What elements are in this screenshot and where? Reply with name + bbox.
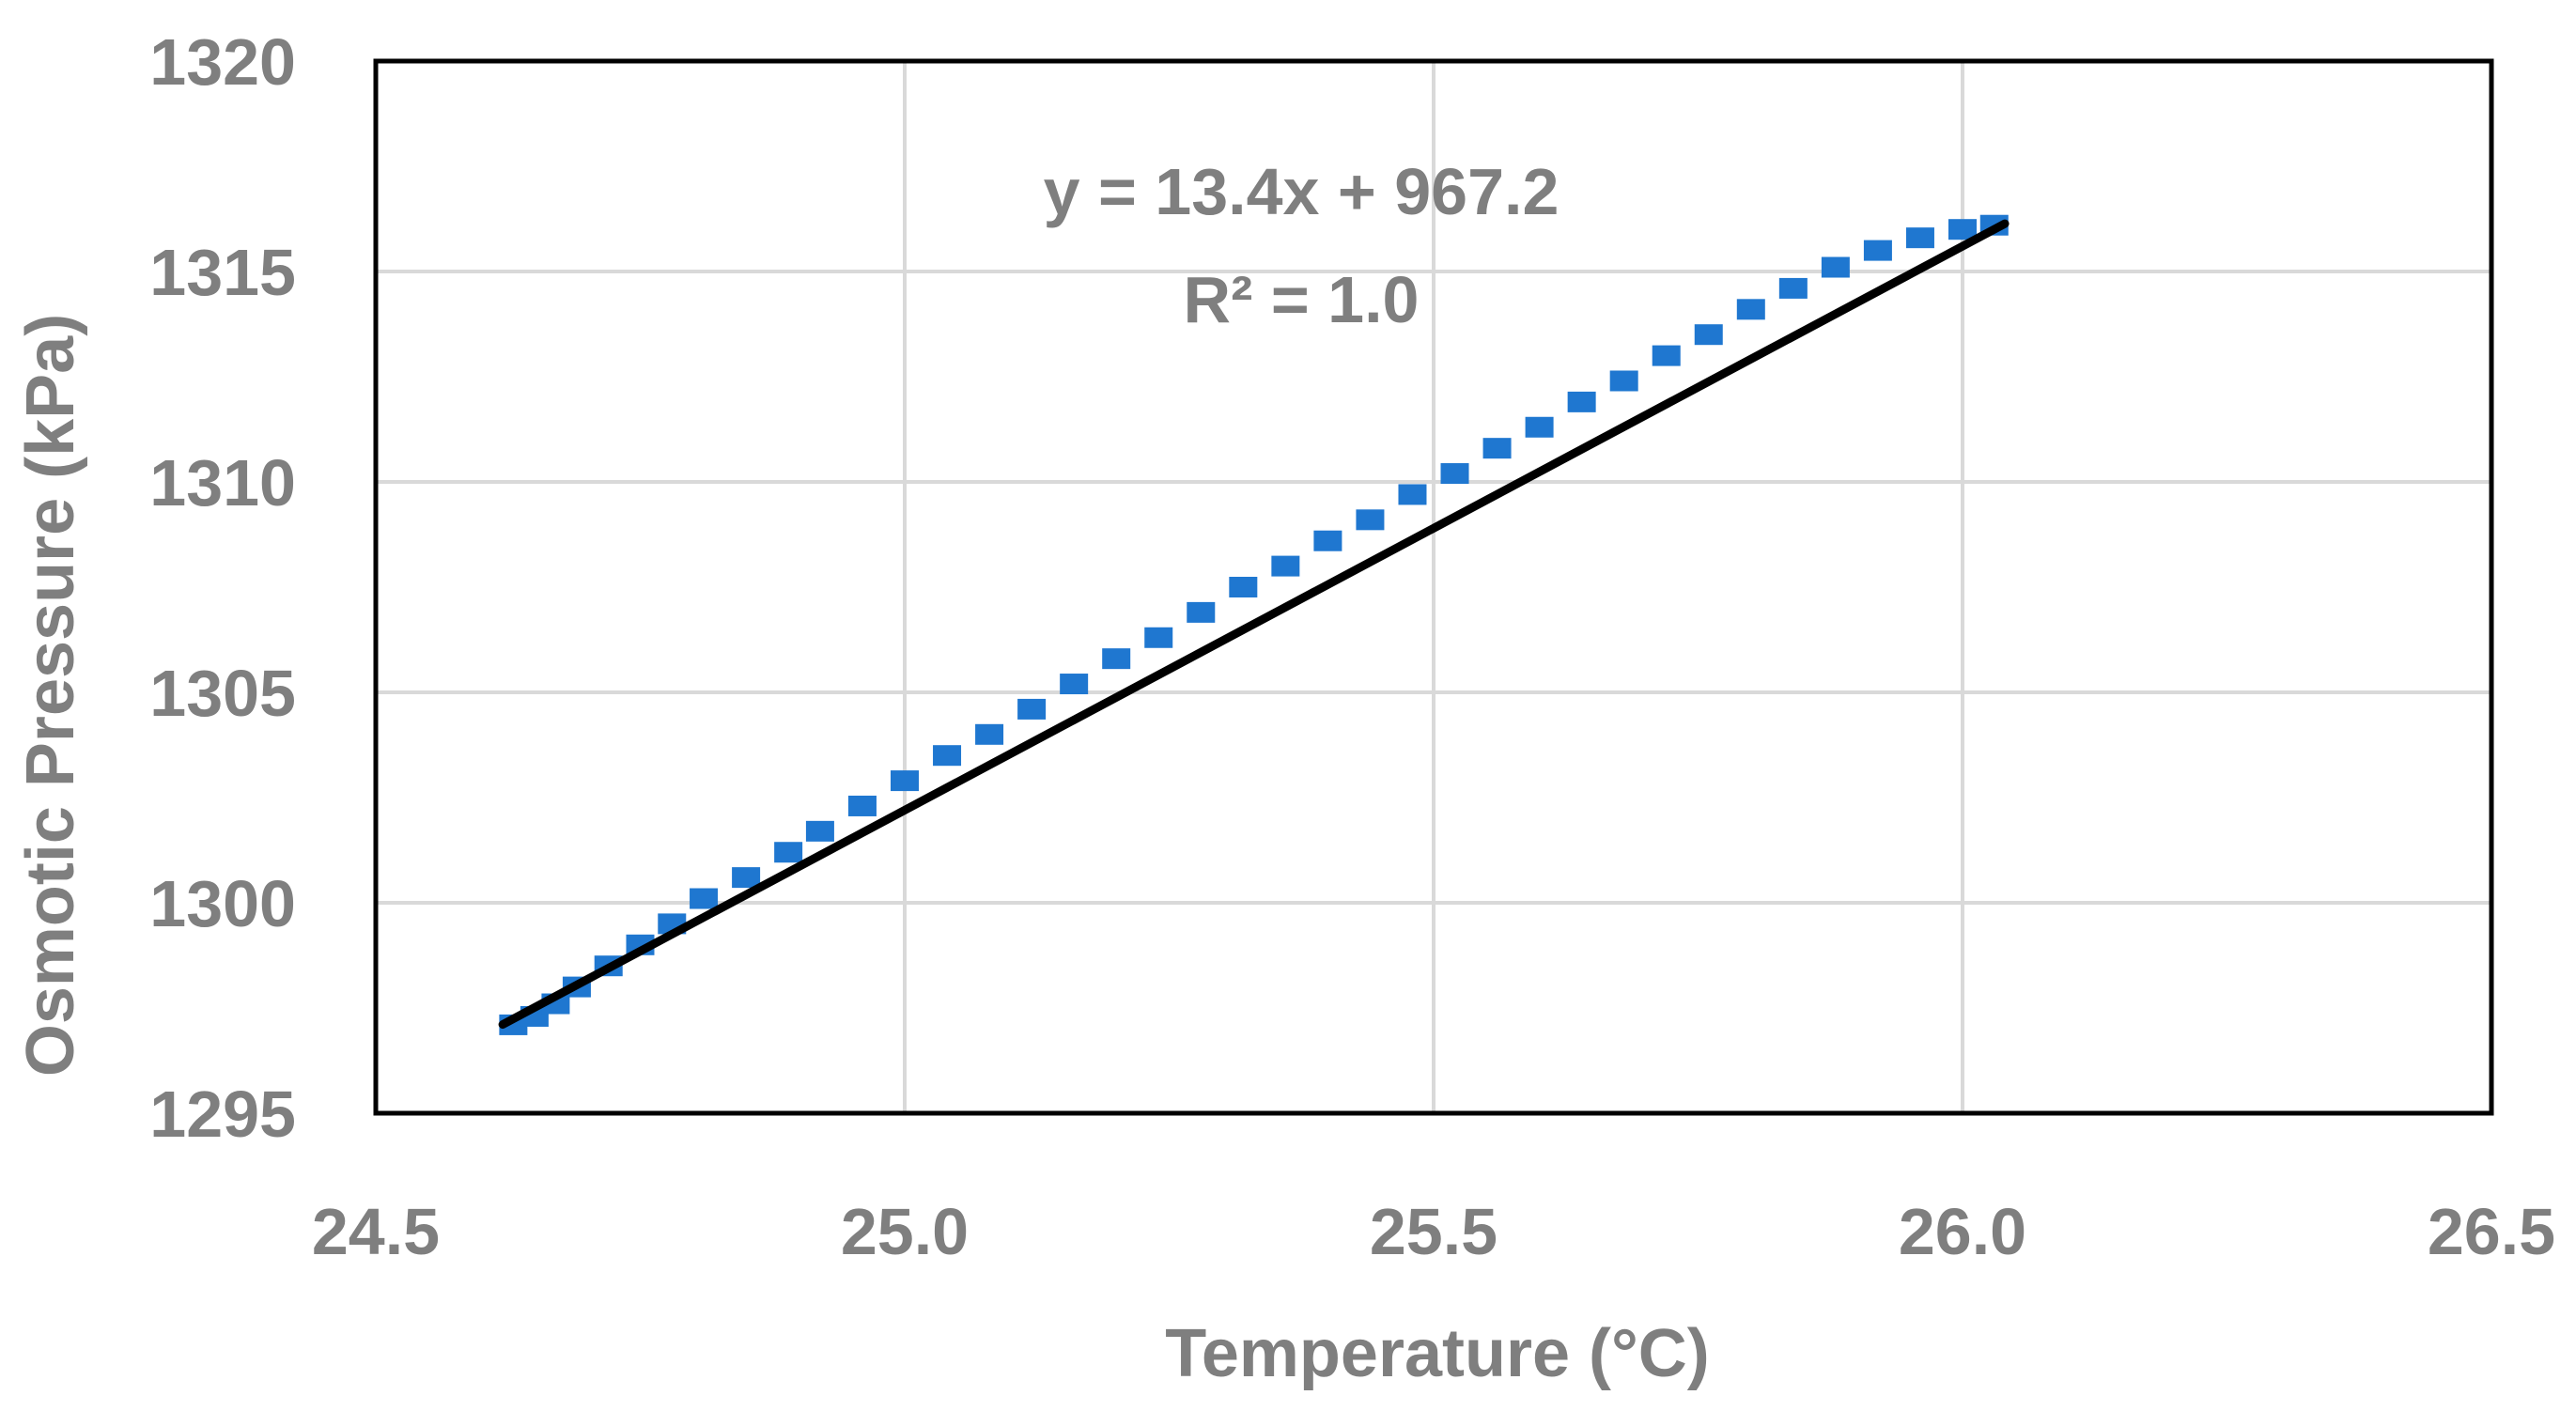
trendline — [498, 219, 2010, 1030]
data-point — [1525, 416, 1554, 438]
data-point — [1398, 484, 1427, 505]
x-tick-label: 25.5 — [1370, 1195, 1497, 1268]
y-tick-label: 1295 — [149, 1078, 296, 1151]
data-point — [1102, 648, 1131, 670]
data-point — [1778, 277, 1808, 299]
data-point — [1187, 601, 1216, 623]
data-point — [1736, 299, 1765, 320]
data-point — [1567, 391, 1596, 412]
data-point — [847, 795, 877, 816]
y-axis-tick-labels: 1320 1315 1310 1305 1300 1295 — [149, 25, 296, 1151]
data-point — [1060, 674, 1089, 695]
data-point — [690, 888, 719, 909]
x-axis-tick-labels: 24.5 25.0 25.5 26.0 26.5 — [312, 1195, 2555, 1268]
data-point — [1356, 509, 1385, 531]
data-point — [1905, 227, 1934, 249]
data-point — [1948, 219, 1977, 240]
data-point — [1652, 345, 1681, 366]
y-axis-title: Osmotic Pressure (kPa) — [13, 314, 88, 1077]
data-point — [1863, 240, 1892, 261]
data-points — [499, 214, 2009, 1035]
r-squared-label: R² = 1.0 — [1184, 263, 1420, 336]
data-point — [774, 842, 803, 863]
y-tick-label: 1300 — [149, 867, 296, 940]
y-tick-label: 1310 — [149, 446, 296, 519]
data-point — [1017, 698, 1047, 720]
x-axis-title: Temperature (°C) — [1165, 1316, 1710, 1391]
data-point — [933, 745, 962, 767]
data-point — [805, 820, 834, 842]
plot-area-frame — [373, 58, 2494, 1116]
trendline-equation: y = 13.4x + 967.2 — [1044, 155, 1560, 228]
data-point — [1229, 577, 1258, 597]
data-point — [1313, 530, 1342, 551]
y-tick-label: 1315 — [149, 236, 296, 309]
data-point — [1694, 324, 1723, 346]
x-tick-label: 25.0 — [841, 1195, 969, 1268]
data-point — [891, 770, 919, 792]
data-point — [1609, 370, 1638, 392]
x-tick-label: 26.5 — [2428, 1195, 2555, 1268]
data-point — [1482, 438, 1512, 459]
data-point — [1440, 463, 1469, 485]
y-tick-label: 1320 — [149, 25, 296, 99]
data-point — [1271, 555, 1300, 577]
data-point — [732, 867, 761, 889]
x-tick-label: 26.0 — [1899, 1195, 2026, 1268]
data-point — [1144, 627, 1173, 648]
x-tick-label: 24.5 — [312, 1195, 440, 1268]
y-tick-label: 1305 — [149, 657, 296, 730]
data-point — [1821, 256, 1850, 278]
data-point — [975, 723, 1004, 745]
